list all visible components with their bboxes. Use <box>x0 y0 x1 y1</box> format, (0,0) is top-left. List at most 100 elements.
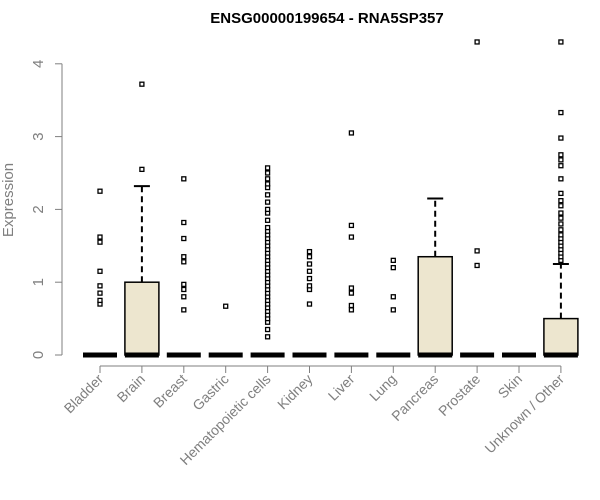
outlier-point <box>264 176 271 182</box>
x-tick-label: Prostate <box>435 371 483 419</box>
outlier-point <box>264 224 271 231</box>
outlier-point <box>97 188 103 194</box>
box <box>124 281 160 356</box>
outlier-point <box>264 334 271 340</box>
outlier-point <box>264 181 271 187</box>
outlier-point <box>390 294 396 300</box>
box <box>543 317 579 356</box>
outlier-point <box>97 268 103 274</box>
outlier-point <box>348 222 355 229</box>
outlier-point <box>223 303 229 309</box>
outlier-point <box>558 221 564 227</box>
outlier-point <box>181 235 187 242</box>
outlier-point <box>558 203 564 209</box>
outlier-point <box>558 198 564 204</box>
outlier-point <box>558 190 564 197</box>
y-tick-label-3: 3 <box>30 132 47 140</box>
outlier-point <box>558 163 564 169</box>
box-group <box>292 248 327 358</box>
outlier-point <box>348 290 355 296</box>
box-group <box>543 39 579 358</box>
outlier-point <box>181 281 187 288</box>
y-tick-label-2: 2 <box>30 205 47 213</box>
outlier-point <box>390 264 396 271</box>
box-group <box>376 257 411 358</box>
plot-area <box>83 39 579 358</box>
outlier-point <box>348 234 355 240</box>
box-group <box>124 81 160 358</box>
outlier-point <box>264 206 271 213</box>
outlier-point <box>264 326 271 333</box>
box-group <box>166 176 201 358</box>
y-tick-label-0: 0 <box>30 351 47 359</box>
outlier-point <box>348 307 355 313</box>
outlier-point <box>558 227 564 233</box>
box-group <box>250 165 285 358</box>
outlier-point <box>264 217 271 223</box>
outlier-point <box>558 152 564 158</box>
outlier-point <box>348 130 355 136</box>
outlier-point <box>348 302 355 309</box>
box <box>417 255 453 356</box>
box-group <box>83 188 117 358</box>
box-group <box>208 303 243 358</box>
outlier-point <box>306 275 313 282</box>
outlier-point <box>306 301 313 307</box>
outlier-point <box>474 262 480 269</box>
outlier-point <box>558 176 564 182</box>
outlier-point <box>181 294 187 300</box>
outlier-point <box>474 248 480 254</box>
outlier-point <box>97 297 103 304</box>
outlier-point <box>558 135 564 141</box>
outlier-point <box>558 210 564 216</box>
x-tick-label: Brain <box>114 371 148 405</box>
outlier-point <box>139 81 145 87</box>
box-group <box>334 130 369 358</box>
outlier-point <box>558 215 564 221</box>
outlier-point <box>306 283 313 289</box>
outlier-point <box>306 268 313 274</box>
outlier-point <box>474 39 480 45</box>
x-tick-label: Unknown / Other <box>481 371 567 457</box>
outlier-point <box>181 286 187 293</box>
y-axis: 0 1 2 3 4 <box>30 60 63 359</box>
box-group <box>417 197 453 358</box>
x-tick-label: Pancreas <box>388 371 441 424</box>
outlier-point <box>181 307 187 313</box>
y-tick-label-1: 1 <box>30 278 47 286</box>
x-tick-label: Lung <box>366 371 399 404</box>
outlier-point <box>264 165 271 171</box>
outlier-point <box>558 157 564 163</box>
outlier-point <box>306 261 313 267</box>
outlier-point <box>97 283 103 289</box>
outlier-point <box>264 192 271 198</box>
outlier-point <box>390 257 396 264</box>
x-tick-label: Kidney <box>274 371 316 413</box>
outlier-point <box>181 219 187 226</box>
y-axis-label: Expression <box>0 163 17 237</box>
outlier-point <box>558 39 564 45</box>
outlier-point <box>348 285 355 291</box>
outlier-point <box>264 199 271 205</box>
chart-title: ENSG00000199654 - RNA5SP357 <box>210 10 443 27</box>
outlier-point <box>139 166 145 173</box>
outlier-point <box>558 109 564 116</box>
x-tick-label: Liver <box>325 371 358 404</box>
y-tick-label-4: 4 <box>30 60 47 68</box>
outlier-point <box>181 259 187 265</box>
outlier-point <box>97 290 103 296</box>
outlier-point <box>97 234 103 240</box>
outlier-point <box>390 307 396 313</box>
x-tick-label: Breast <box>150 371 190 411</box>
x-tick-label: Skin <box>495 371 526 402</box>
outlier-point <box>181 254 187 260</box>
outlier-point <box>306 248 313 255</box>
box-group <box>460 39 495 358</box>
outlier-point <box>97 239 103 245</box>
outlier-point <box>264 170 271 176</box>
outlier-point <box>306 254 313 260</box>
outlier-point <box>558 232 564 238</box>
outlier-point <box>181 176 187 182</box>
